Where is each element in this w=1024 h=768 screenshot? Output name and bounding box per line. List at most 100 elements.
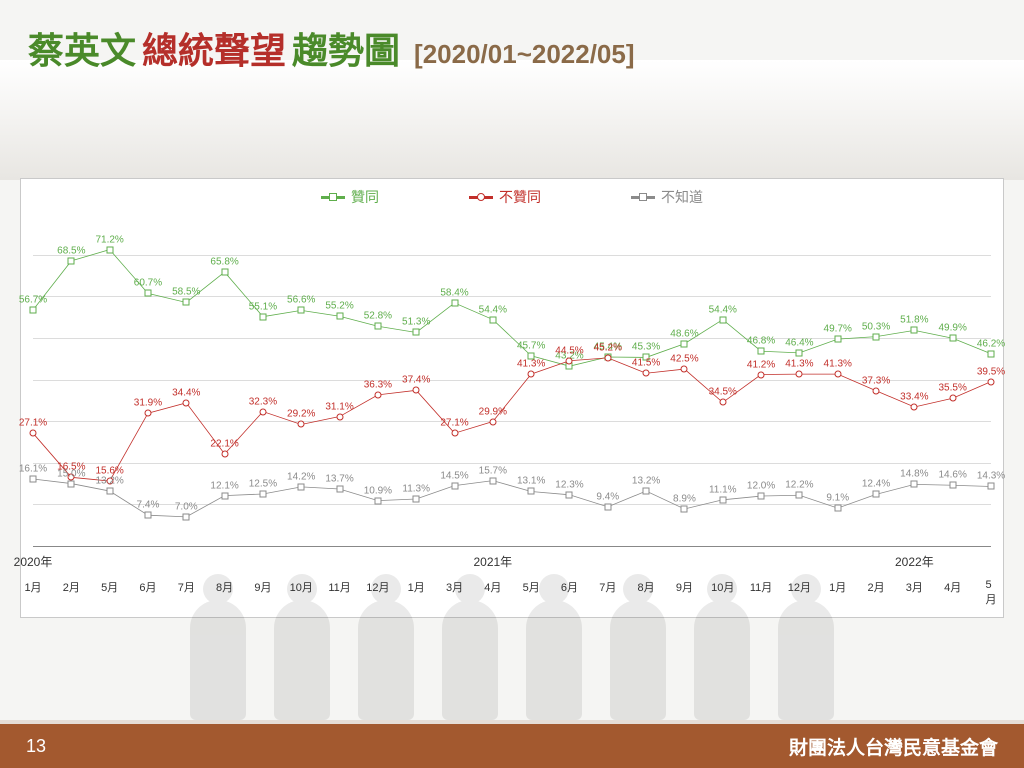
data-label: 12.3% — [555, 479, 583, 490]
data-label: 27.1% — [440, 418, 468, 429]
data-label: 65.8% — [210, 257, 238, 268]
data-marker — [298, 307, 305, 314]
data-label: 42.5% — [670, 354, 698, 365]
footer-bar: 13 財團法人台灣民意基金會 — [0, 724, 1024, 768]
data-label: 10.9% — [364, 485, 392, 496]
data-marker — [413, 329, 420, 336]
x-axis-month: 1月 — [408, 579, 425, 595]
x-axis-year: 2020年 — [14, 553, 53, 570]
data-label: 14.5% — [440, 470, 468, 481]
data-marker — [566, 357, 573, 364]
data-label: 37.4% — [402, 375, 430, 386]
data-label: 15.7% — [479, 465, 507, 476]
data-label: 55.2% — [325, 301, 353, 312]
data-marker — [873, 387, 880, 394]
data-marker — [259, 490, 266, 497]
data-label: 58.4% — [440, 288, 468, 299]
data-marker — [489, 477, 496, 484]
data-marker — [451, 430, 458, 437]
data-marker — [796, 349, 803, 356]
data-marker — [758, 493, 765, 500]
data-marker — [949, 335, 956, 342]
data-label: 46.4% — [785, 337, 813, 348]
org-name: 財團法人台灣民意基金會 — [789, 733, 998, 760]
data-label: 45.2% — [594, 342, 622, 353]
x-axis-month: 10月 — [711, 579, 734, 595]
data-marker — [374, 391, 381, 398]
data-marker — [758, 348, 765, 355]
data-label: 51.3% — [402, 317, 430, 328]
data-marker — [566, 491, 573, 498]
title-part-1: 蔡英文 — [28, 22, 136, 74]
data-label: 12.5% — [249, 479, 277, 490]
data-marker — [259, 313, 266, 320]
data-marker — [758, 371, 765, 378]
data-marker — [796, 371, 803, 378]
x-axis-month: 1月 — [24, 579, 41, 595]
x-axis-month: 9月 — [676, 579, 693, 595]
data-marker — [374, 323, 381, 330]
data-marker — [681, 340, 688, 347]
data-label: 13.1% — [517, 476, 545, 487]
header-gradient — [0, 60, 1024, 180]
data-label: 46.8% — [747, 336, 775, 347]
data-label: 52.8% — [364, 311, 392, 322]
x-axis-month: 3月 — [906, 579, 923, 595]
data-marker — [144, 410, 151, 417]
data-marker — [489, 418, 496, 425]
data-marker — [719, 496, 726, 503]
data-label: 33.4% — [900, 392, 928, 403]
x-axis-month: 2月 — [63, 579, 80, 595]
chart-plot-area: 56.7%68.5%71.2%60.7%58.5%65.8%55.1%56.6%… — [33, 213, 991, 547]
data-label: 14.6% — [938, 470, 966, 481]
data-marker — [643, 370, 650, 377]
data-marker — [221, 269, 228, 276]
data-marker — [528, 371, 535, 378]
data-label: 7.4% — [137, 500, 160, 511]
data-label: 16.1% — [19, 464, 47, 475]
data-label: 46.2% — [977, 338, 1005, 349]
data-marker — [719, 316, 726, 323]
data-marker — [183, 399, 190, 406]
data-marker — [834, 505, 841, 512]
data-marker — [144, 290, 151, 297]
data-label: 49.9% — [938, 323, 966, 334]
data-marker — [681, 505, 688, 512]
data-marker — [298, 483, 305, 490]
data-label: 68.5% — [57, 245, 85, 256]
data-marker — [834, 336, 841, 343]
data-label: 8.9% — [673, 494, 696, 505]
data-label: 13.2% — [632, 476, 660, 487]
data-marker — [183, 513, 190, 520]
legend-item: 贊同 — [321, 187, 379, 207]
data-marker — [949, 482, 956, 489]
data-marker — [374, 497, 381, 504]
data-label: 31.1% — [325, 401, 353, 412]
data-marker — [988, 378, 995, 385]
x-axis-year: 2022年 — [895, 553, 934, 570]
chart-x-axis: 2020年2021年2022年1月2月5月6月7月8月9月10月11月12月1月… — [33, 553, 991, 609]
data-label: 36.3% — [364, 379, 392, 390]
data-label: 14.8% — [900, 469, 928, 480]
data-label: 50.3% — [862, 321, 890, 332]
page-title: 蔡英文 總統聲望 趨勢圖 [2020/01~2022/05] — [28, 22, 635, 74]
data-label: 29.2% — [287, 409, 315, 420]
x-axis-month: 3月 — [446, 579, 463, 595]
x-axis-month: 8月 — [216, 579, 233, 595]
data-label: 48.6% — [670, 328, 698, 339]
legend-item: 不贊同 — [469, 187, 541, 207]
data-marker — [144, 512, 151, 519]
data-label: 15.0% — [57, 468, 85, 479]
x-axis-month: 8月 — [638, 579, 655, 595]
data-marker — [336, 413, 343, 420]
data-label: 31.9% — [134, 398, 162, 409]
x-axis-month: 7月 — [178, 579, 195, 595]
x-axis-month: 11月 — [750, 579, 772, 595]
x-axis-month: 12月 — [366, 579, 389, 595]
data-marker — [68, 257, 75, 264]
data-label: 13.2% — [95, 476, 123, 487]
data-label: 34.5% — [709, 387, 737, 398]
x-axis-month: 6月 — [139, 579, 156, 595]
data-label: 34.4% — [172, 387, 200, 398]
data-label: 45.7% — [517, 340, 545, 351]
